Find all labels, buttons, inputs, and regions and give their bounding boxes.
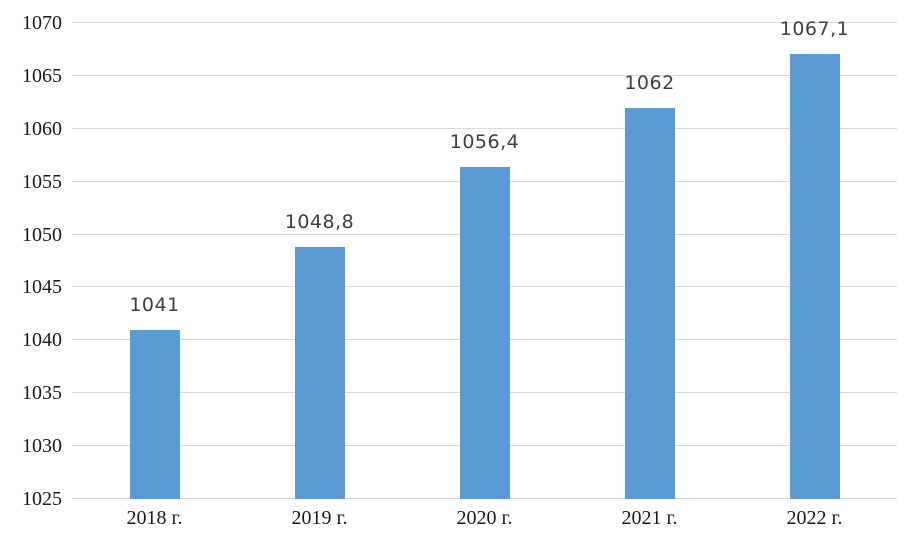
bar-2021 xyxy=(624,107,675,499)
x-tick-label: 2019 г. xyxy=(291,507,348,529)
bar-2018 xyxy=(129,329,180,499)
y-tick-label: 1035 xyxy=(22,382,62,405)
gridline xyxy=(72,127,897,129)
x-tick-label: 2018 г. xyxy=(126,507,183,529)
bar-2022 xyxy=(789,53,840,499)
bar-value-label: 1041 xyxy=(129,293,180,316)
y-tick-label: 1060 xyxy=(22,117,62,140)
bar-value-label: 1062 xyxy=(624,71,675,94)
bar-value-label: 1067,1 xyxy=(779,17,850,40)
x-tick-label: 2021 г. xyxy=(621,507,678,529)
y-tick-label: 1050 xyxy=(22,223,62,246)
bar-value-label: 1048,8 xyxy=(284,211,355,234)
y-tick-label: 1070 xyxy=(22,12,62,34)
x-tick-label: 2020 г. xyxy=(456,507,513,529)
y-tick-label: 1045 xyxy=(22,276,62,299)
plot-area: 1041 1048,8 1056,4 1062 1067,1 xyxy=(72,17,897,499)
x-tick-label: 2022 г. xyxy=(786,507,843,529)
gridline xyxy=(72,22,897,23)
bar-2019 xyxy=(294,247,345,499)
bar-2020 xyxy=(459,166,510,499)
bar-value-label: 1056,4 xyxy=(449,130,520,153)
y-tick-label: 1040 xyxy=(22,329,62,352)
y-axis-tick-labels: 1070 1065 1060 1055 1050 1045 1040 1035 1030 1025 xyxy=(0,13,62,509)
y-tick-label: 1030 xyxy=(22,435,62,458)
x-axis-tick-labels: 2018 г. 2019 г. 2020 г. 2021 г. 2022 г. xyxy=(72,506,897,536)
y-tick-label: 1055 xyxy=(22,170,62,193)
gridline xyxy=(72,74,897,76)
y-tick-label: 1065 xyxy=(22,64,62,87)
y-tick-label: 1025 xyxy=(22,488,62,510)
